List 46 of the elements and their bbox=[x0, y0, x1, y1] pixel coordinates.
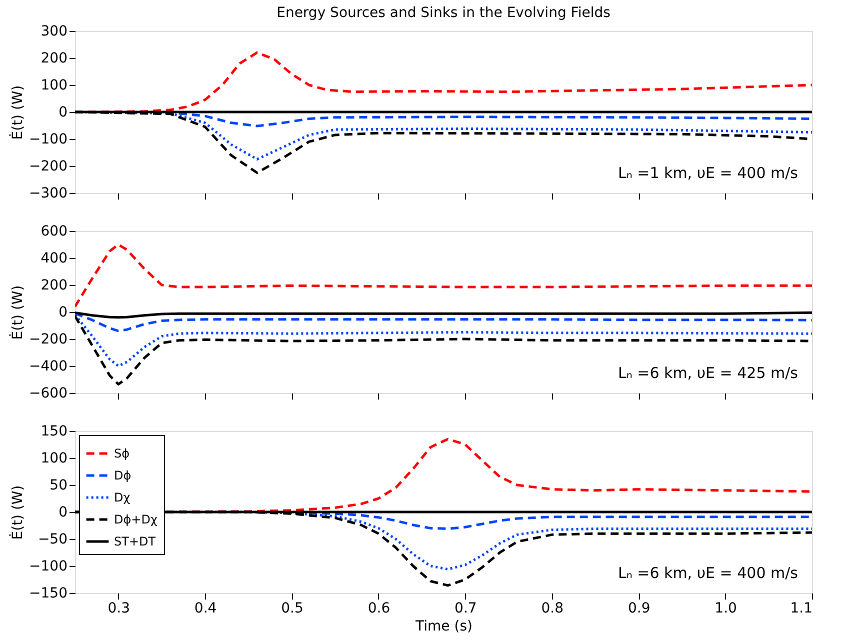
y-tick-label: 0 bbox=[58, 304, 68, 320]
x-tick-label: 0.7 bbox=[454, 600, 477, 616]
annotation: Lₙ =6 km, υE = 425 m/s bbox=[618, 364, 798, 382]
legend-label: Dχ bbox=[114, 490, 130, 504]
y-axis-title: Ė(t) (W) bbox=[9, 85, 26, 140]
y-tick-label: −200 bbox=[29, 332, 68, 348]
y-tick-label: −200 bbox=[29, 158, 68, 174]
y-tick-label: −400 bbox=[29, 358, 68, 374]
x-tick-label: 0.6 bbox=[368, 600, 390, 616]
y-tick-label: −300 bbox=[29, 186, 68, 202]
y-tick-label: 100 bbox=[40, 78, 68, 94]
line-series bbox=[75, 243, 812, 308]
y-tick-label: 150 bbox=[40, 424, 68, 440]
line-series bbox=[75, 51, 812, 114]
y-axis-title: Ė(t) (W) bbox=[9, 485, 26, 540]
legend-label: ST+DT bbox=[114, 534, 156, 548]
y-tick-label: 0 bbox=[58, 104, 68, 120]
x-tick-label: 0.9 bbox=[628, 600, 650, 616]
x-tick-label: 0.3 bbox=[108, 600, 130, 616]
y-tick-label: −600 bbox=[29, 386, 68, 402]
y-tick-label: 100 bbox=[40, 450, 68, 466]
y-tick-label: 600 bbox=[40, 224, 68, 240]
y-tick-label: 50 bbox=[50, 478, 68, 494]
x-tick-label: 1.0 bbox=[714, 600, 737, 616]
y-tick-label: −100 bbox=[29, 132, 68, 148]
y-tick-label: 200 bbox=[40, 50, 68, 66]
y-tick-label: 400 bbox=[40, 250, 68, 266]
y-tick-label: 300 bbox=[40, 24, 68, 40]
x-tick-label: 0.8 bbox=[541, 600, 564, 616]
annotation: Lₙ =6 km, υE = 400 m/s bbox=[618, 564, 798, 582]
y-tick-label: 0 bbox=[58, 504, 68, 520]
legend-label: Sϕ bbox=[114, 446, 130, 460]
chart-title: Energy Sources and Sinks in the Evolving Fields bbox=[276, 5, 610, 21]
x-axis-title: Time (s) bbox=[414, 618, 472, 634]
legend-label: Dϕ bbox=[114, 468, 132, 482]
x-tick-label: 1.1 bbox=[790, 600, 812, 616]
legend-label: Dϕ+Dχ bbox=[114, 512, 158, 526]
y-tick-label: −100 bbox=[29, 558, 68, 574]
y-tick-label: −150 bbox=[29, 586, 68, 602]
y-tick-label: 200 bbox=[40, 278, 68, 294]
x-tick-label: 0.5 bbox=[281, 600, 304, 616]
line-series bbox=[75, 438, 812, 514]
annotation: Lₙ =1 km, υE = 400 m/s bbox=[618, 164, 798, 182]
y-axis-title: Ė(t) (W) bbox=[9, 285, 26, 340]
x-tick-label: 0.4 bbox=[194, 600, 217, 616]
y-tick-label: −50 bbox=[38, 532, 68, 548]
